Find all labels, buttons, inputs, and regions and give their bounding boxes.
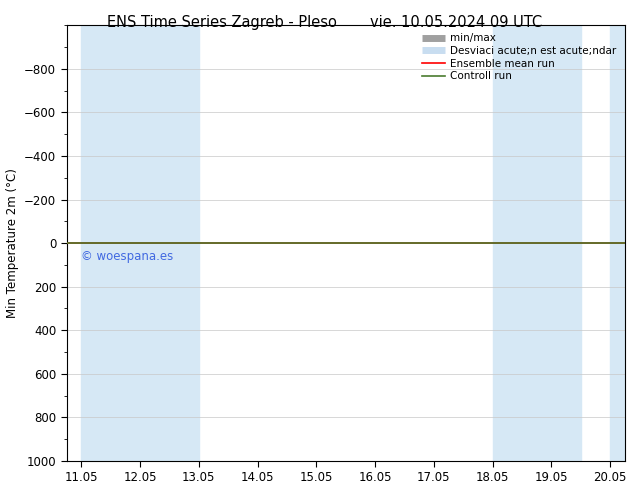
Bar [493,25,581,461]
Bar [610,25,624,461]
Text: © woespana.es: © woespana.es [81,249,174,263]
Text: vie. 10.05.2024 09 UTC: vie. 10.05.2024 09 UTC [370,15,543,30]
Text: ENS Time Series Zagreb - Pleso: ENS Time Series Zagreb - Pleso [107,15,337,30]
Bar [81,25,199,461]
Legend: min/max, Desviaci acute;n est acute;ndar, Ensemble mean run, Controll run: min/max, Desviaci acute;n est acute;ndar… [419,30,619,84]
Y-axis label: Min Temperature 2m (°C): Min Temperature 2m (°C) [6,168,18,318]
